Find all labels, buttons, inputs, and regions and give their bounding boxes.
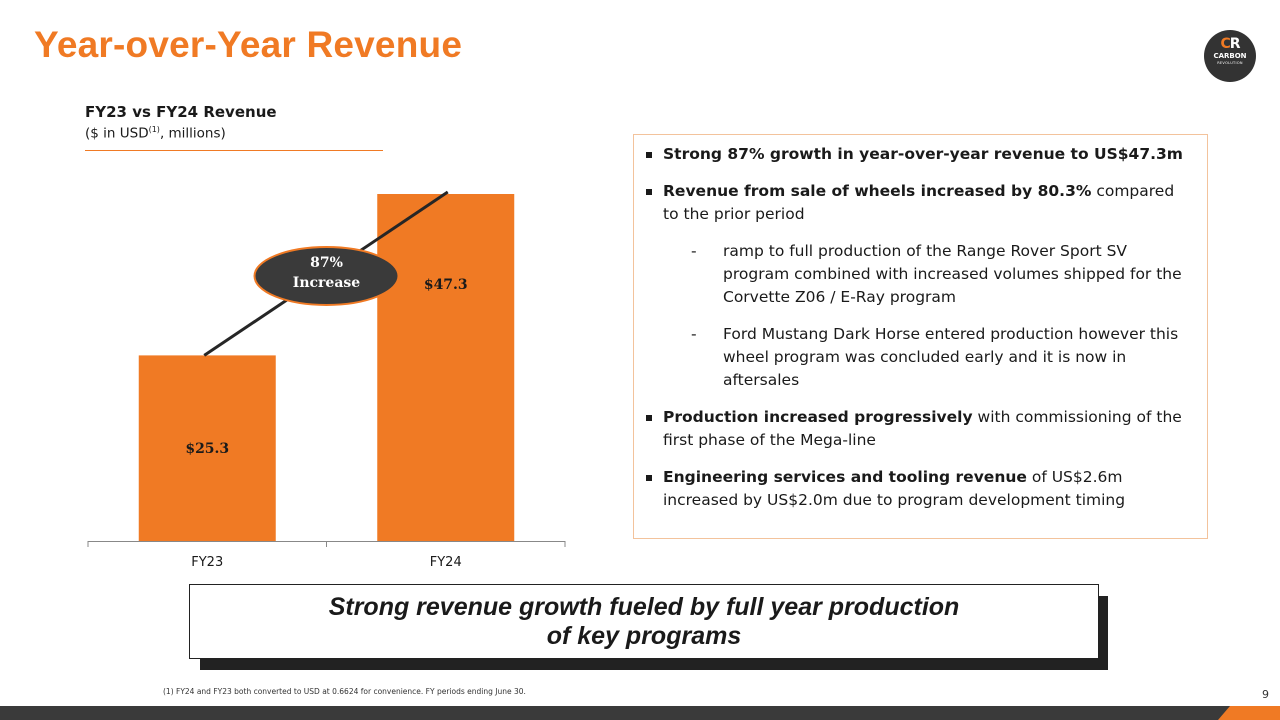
logo-sub: REVOLUTION — [1217, 61, 1243, 65]
page-title: Year-over-Year Revenue — [34, 24, 463, 65]
highlight-item: Engineering services and tooling revenue… — [646, 466, 1191, 512]
sub-item: - ramp to full production of the Range Ro… — [691, 242, 1182, 306]
bottom-accent — [1218, 706, 1280, 720]
increase-annotation — [253, 246, 400, 306]
annotation-line-1: 87% — [310, 255, 343, 271]
highlight-bold: Engineering services and tooling revenue — [663, 468, 1027, 486]
x-tick-label-fy24: FY24 — [430, 555, 462, 570]
callout-line-2: of key programs — [546, 622, 742, 650]
highlight-item: Production increased progressively with … — [646, 406, 1191, 452]
highlight-item: Strong 87% growth in year-over-year reve… — [646, 143, 1191, 166]
chart-title: FY23 vs FY24 Revenue — [85, 103, 277, 121]
bottom-bar — [0, 706, 1280, 720]
sub-item: - Ford Mustang Dark Horse entered product… — [691, 325, 1179, 389]
highlight-text: with commissioning of the first phase of… — [663, 408, 1182, 449]
footnote: (1) FY24 and FY23 both converted to USD … — [163, 687, 526, 696]
revenue-bar-chart: $25.3 $47.3 FY23 FY24 87% Increase — [87, 190, 566, 570]
highlight-text: of US$2.6m increased by US$2.0m due to p… — [663, 468, 1126, 509]
page-number: 9 — [1262, 688, 1269, 701]
chart-title-rule — [85, 150, 383, 151]
carbon-revolution-logo: CR CARBON REVOLUTION — [1204, 30, 1256, 82]
data-label-fy24: $47.3 — [424, 277, 468, 293]
sub-list: - ramp to full production of the Range Ro… — [663, 240, 1191, 392]
logo-mark: CR — [1220, 36, 1240, 52]
highlight-bold: Revenue from sale of wheels increased by… — [663, 182, 1092, 200]
highlight-bold: Strong 87% growth in year-over-year reve… — [663, 145, 1183, 163]
annotation-line-2: Increase — [293, 275, 360, 291]
highlights-list: Strong 87% growth in year-over-year reve… — [646, 143, 1191, 512]
summary-callout: Strong revenue growth fueled by full yea… — [189, 584, 1099, 659]
highlights-box: Strong 87% growth in year-over-year reve… — [633, 134, 1208, 539]
callout-line-1: Strong revenue growth fueled by full yea… — [328, 593, 960, 621]
bar-fy23 — [138, 355, 276, 541]
logo-name: CARBON — [1213, 52, 1247, 60]
highlight-bold: Production increased progressively — [663, 408, 973, 426]
highlight-text: compared to the prior period — [663, 182, 1175, 223]
x-tick-label-fy23: FY23 — [191, 555, 223, 570]
data-label-fy23: $25.3 — [185, 441, 229, 457]
bar-fy24 — [377, 194, 515, 541]
highlight-item: Revenue from sale of wheels increased by… — [646, 180, 1191, 392]
chart-subtitle: ($ in USD(1), millions) — [85, 125, 226, 142]
